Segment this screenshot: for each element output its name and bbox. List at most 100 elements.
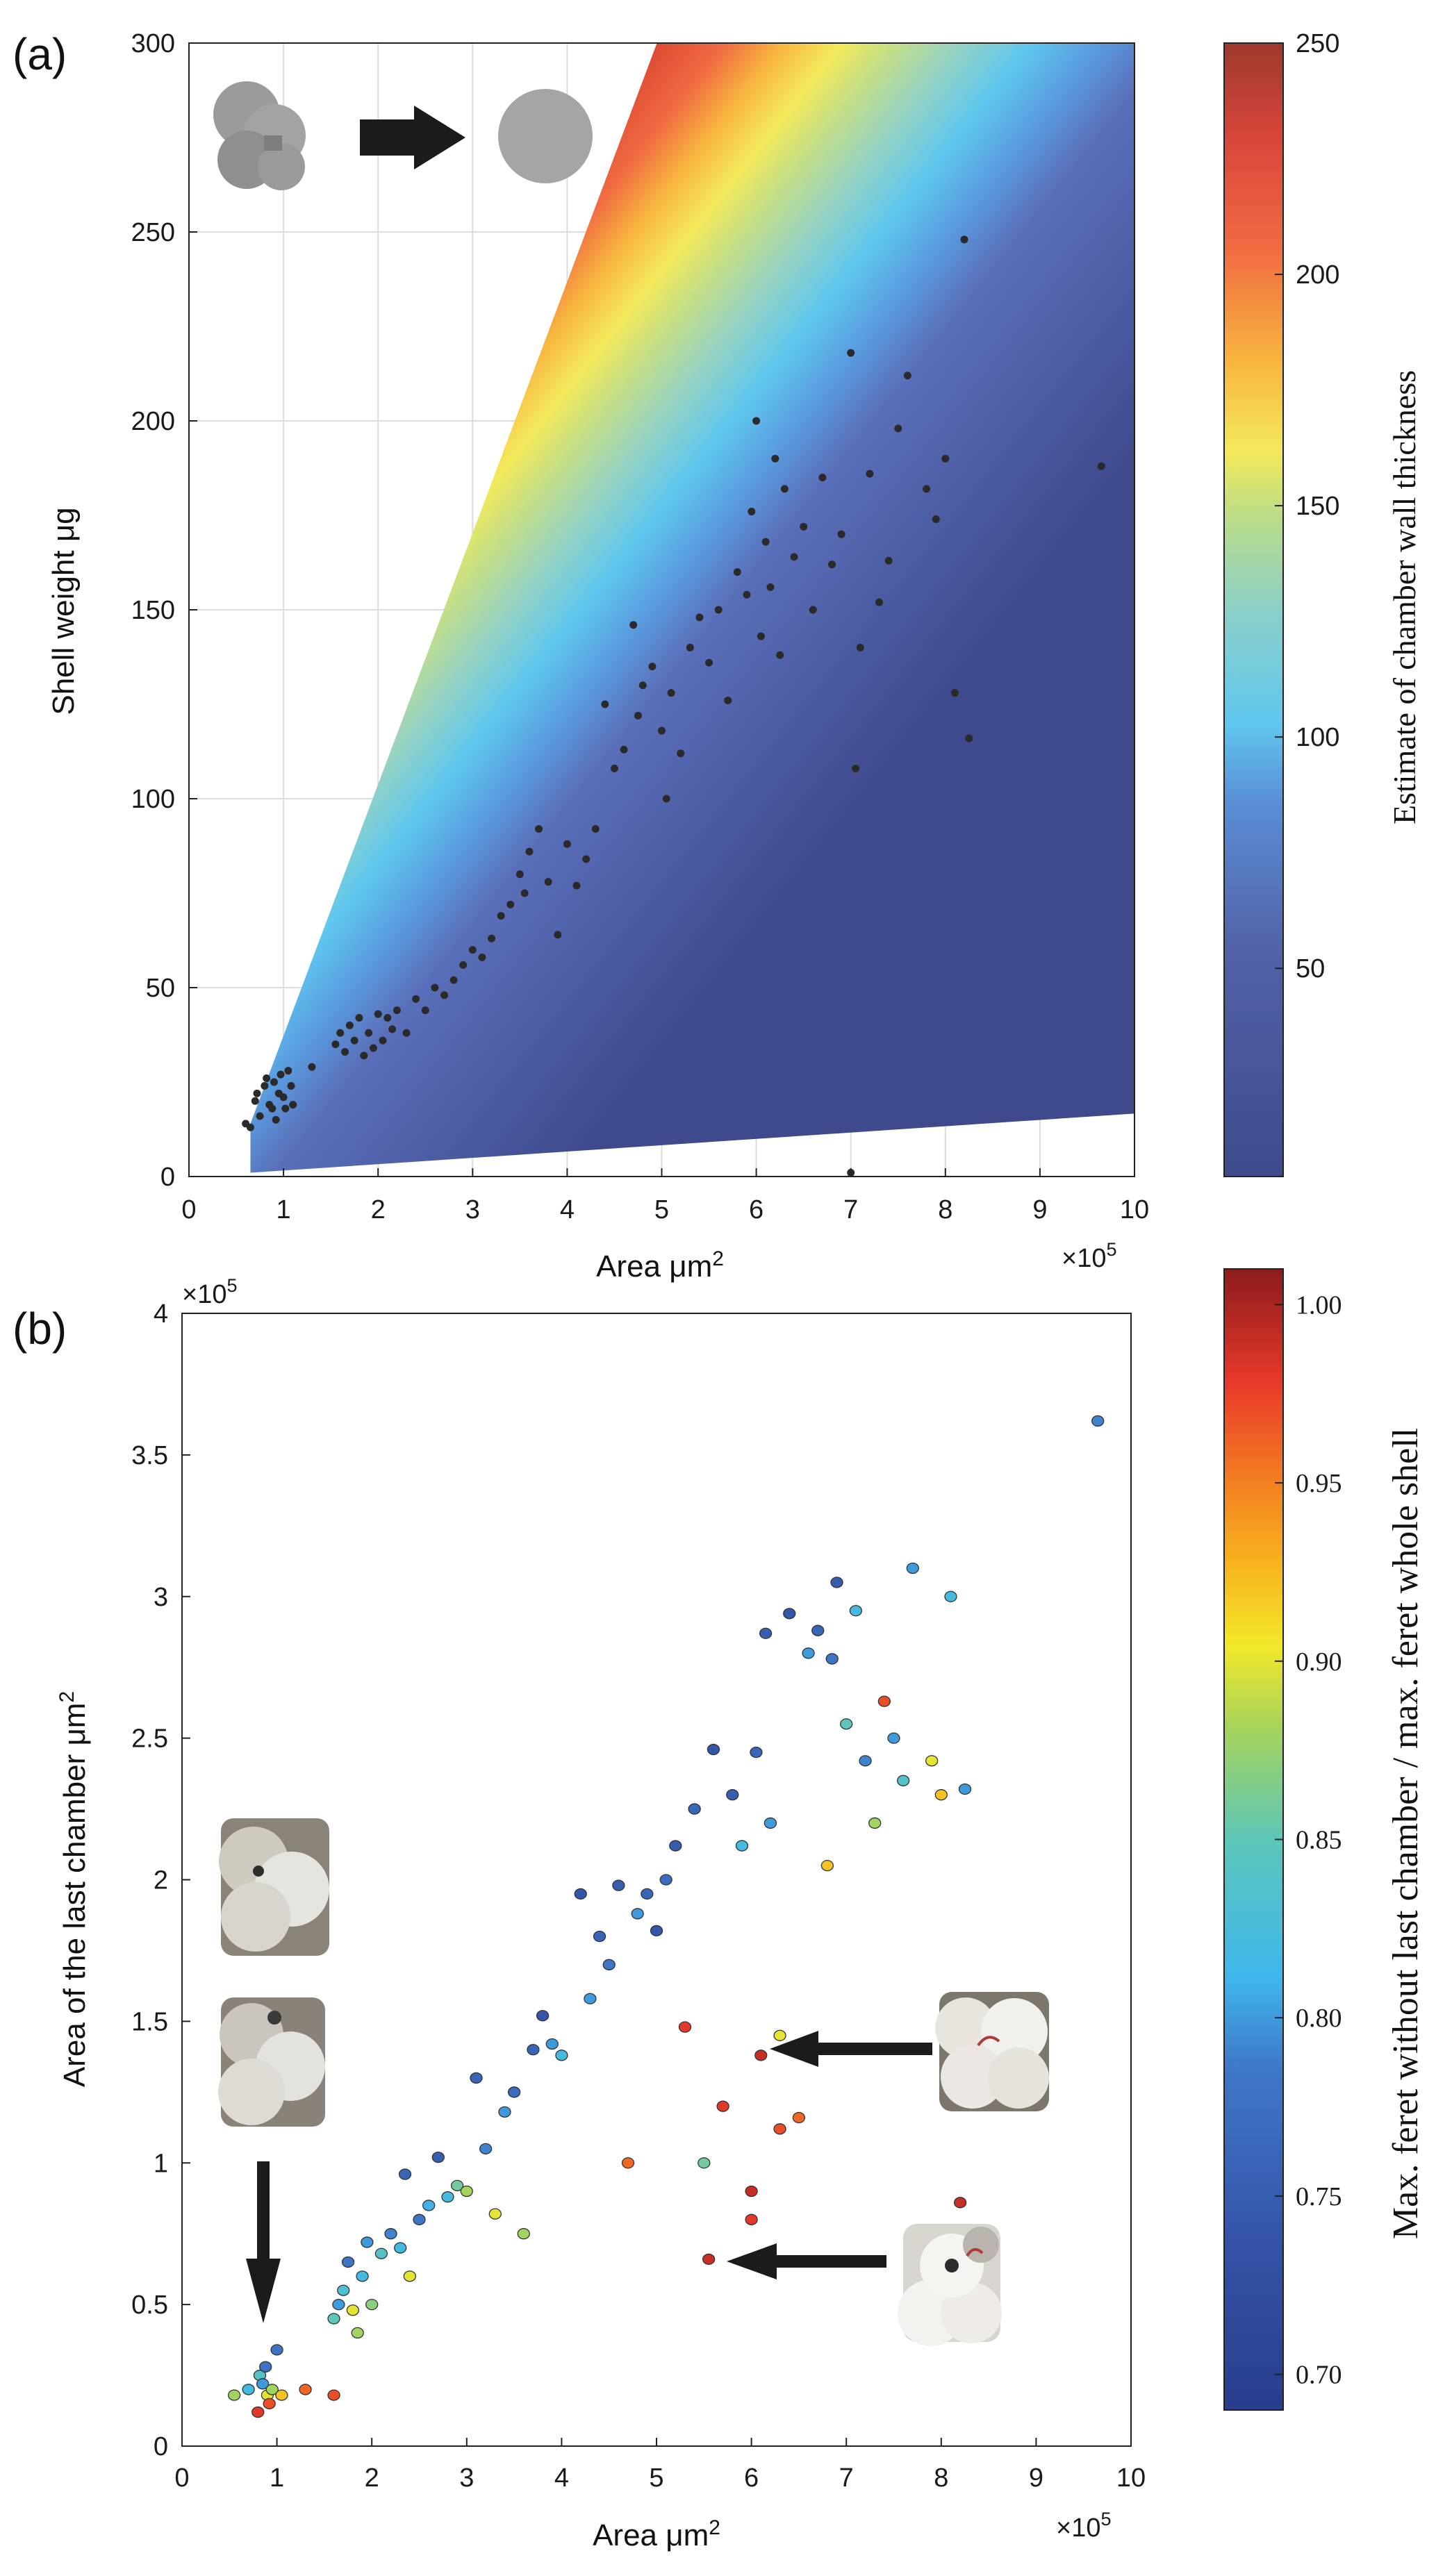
data-point: [545, 2038, 559, 2050]
data-point: [431, 2151, 445, 2163]
x-tick-label: 10: [1120, 1195, 1149, 1224]
data-point: [621, 2157, 635, 2169]
x-tick-label: 9: [1032, 1195, 1047, 1224]
data-point: [638, 681, 647, 690]
y-tick-label: 200: [131, 407, 175, 436]
data-point: [299, 2384, 312, 2395]
data-point: [688, 1803, 701, 1815]
chart-b-x-multiplier: ×105: [1056, 2509, 1112, 2543]
data-point: [958, 1783, 972, 1795]
y-tick-label: 1.5: [131, 2007, 168, 2036]
data-point: [356, 2270, 369, 2282]
data-point: [544, 878, 552, 886]
data-point: [754, 2050, 768, 2061]
shell-photo-right-upper: [935, 1992, 1049, 2111]
data-point: [820, 1859, 834, 1872]
chart-b-ylabel: Area of the last chamber μm2: [56, 1691, 92, 2087]
arrow-down-icon: [246, 2161, 281, 2323]
data-point: [825, 1653, 839, 1665]
data-point: [355, 1014, 363, 1022]
colorbar-tick-label: 150: [1296, 492, 1339, 521]
y-tick-label: 1: [154, 2149, 168, 2178]
data-point: [479, 2143, 493, 2155]
data-point: [327, 2313, 340, 2325]
data-point: [766, 583, 775, 591]
data-point: [695, 613, 704, 622]
data-point: [394, 2242, 407, 2254]
data-point: [724, 697, 732, 705]
data-point: [441, 2191, 454, 2203]
data-point: [498, 2106, 511, 2118]
data-point: [591, 825, 600, 833]
data-point: [745, 2185, 758, 2197]
data-point: [268, 1104, 277, 1113]
data-point: [818, 474, 827, 482]
data-point: [759, 1627, 773, 1639]
data-point: [251, 1097, 259, 1105]
data-point: [468, 946, 477, 954]
data-point: [281, 1104, 290, 1113]
data-point: [517, 2228, 530, 2240]
data-point: [488, 934, 496, 942]
data-point: [279, 1093, 288, 1102]
data-point: [641, 1888, 654, 1900]
data-point: [866, 470, 874, 478]
data-point: [563, 840, 571, 848]
colorbar-tick-label: 250: [1296, 29, 1339, 58]
chart-b-xlabel: Area μm2: [593, 2516, 720, 2552]
data-point: [856, 643, 864, 651]
colorbar-b: [1223, 1268, 1284, 2411]
y-tick-label: 2.5: [131, 1725, 168, 1754]
x-tick-label: 8: [938, 1195, 952, 1224]
y-tick-label: 0: [154, 2432, 168, 2461]
panel-b-label: (b): [13, 1304, 67, 1354]
y-tick-label: 4: [154, 1299, 168, 1329]
data-point: [790, 553, 798, 561]
data-point: [610, 764, 618, 772]
data-point: [253, 1089, 261, 1097]
data-point: [953, 2197, 967, 2209]
data-point: [837, 530, 845, 538]
data-point: [809, 606, 817, 614]
data-point: [698, 2157, 711, 2169]
data-point: [960, 235, 968, 244]
data-point: [256, 1112, 264, 1120]
data-point: [341, 1047, 349, 1056]
multi-chamber-shell-silhouette: [213, 81, 306, 190]
data-point: [506, 900, 515, 908]
data-point: [379, 1036, 387, 1045]
data-point: [275, 2389, 288, 2401]
data-point: [350, 1036, 358, 1045]
data-point: [422, 2200, 436, 2211]
data-point: [450, 2179, 464, 2192]
data-point: [602, 1959, 616, 1970]
y-tick-label: 50: [146, 974, 175, 1003]
data-point: [263, 1074, 271, 1083]
data-point: [478, 953, 486, 961]
data-point: [752, 417, 761, 425]
colorbar-a-ticks: 50 100 150 200 250: [1275, 29, 1339, 983]
data-point: [365, 2298, 379, 2311]
data-point: [877, 1695, 891, 1707]
data-point: [650, 1925, 663, 1937]
data-point: [497, 912, 505, 920]
x-tick-label: 5: [654, 1195, 669, 1224]
data-point: [459, 961, 468, 969]
data-point: [527, 2043, 540, 2056]
data-point: [757, 632, 765, 640]
colorbar-tick-label: 0.85: [1296, 1826, 1342, 1855]
data-point: [261, 1081, 269, 1090]
data-point: [272, 1115, 280, 1124]
data-point: [840, 1718, 853, 1730]
shell-photo-mid-left: [218, 1997, 325, 2127]
y-tick-label: 150: [131, 596, 175, 625]
data-point: [662, 795, 670, 803]
x-tick-label: 8: [934, 2463, 948, 2493]
chart-a-points: [242, 235, 1105, 1177]
data-point: [830, 1577, 843, 1588]
colorbar-tick-label: 0.80: [1296, 2004, 1342, 2033]
data-point: [773, 2029, 786, 2041]
chart-a-x-multiplier: ×105: [1062, 1239, 1117, 1273]
data-point: [726, 1789, 739, 1801]
